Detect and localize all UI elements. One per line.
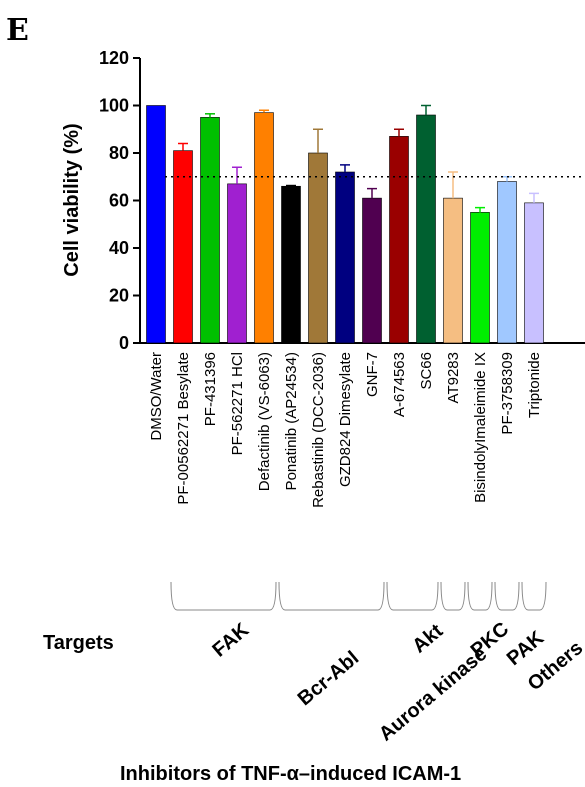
group-bracket (440, 581, 466, 611)
footer-title: Inhibitors of TNF-α–induced ICAM-1 (120, 763, 461, 785)
group-bracket (386, 581, 439, 611)
bar (146, 105, 166, 344)
y-tick-label: 60 (109, 191, 129, 211)
bar (470, 212, 490, 344)
group-label: Bcr-Abl (294, 647, 363, 710)
group-bracket (521, 581, 547, 611)
bar (227, 183, 247, 344)
bar (497, 181, 517, 344)
x-tick-label: GZD824 Dimesylate (337, 352, 354, 487)
bar (443, 197, 463, 344)
x-tick-label: SC66 (418, 352, 435, 390)
group-bracket (467, 581, 493, 611)
y-tick-label: 100 (99, 96, 129, 116)
panel-label: E (6, 13, 29, 48)
bar (335, 171, 355, 344)
x-tick-label: PF-3758309 (499, 352, 516, 435)
y-tick-label: 40 (109, 238, 129, 258)
y-tick-label: 0 (119, 333, 129, 353)
group-brackets (170, 581, 547, 611)
bar (524, 202, 544, 344)
x-tick-label: PF-00562271 Besylate (175, 352, 192, 505)
bar (173, 150, 193, 344)
bar (416, 114, 436, 344)
y-tick-label: 120 (99, 48, 129, 68)
x-tick-label: Ponatinib (AP24534) (283, 352, 300, 490)
x-tick-label: DMSO/Water (148, 352, 165, 441)
group-label: Aurora kinase (375, 643, 491, 746)
bars (146, 105, 544, 344)
x-tick-label: GNF-7 (364, 352, 381, 397)
x-tick-label: Defactinib (VS-6063) (256, 352, 273, 491)
bar (200, 117, 220, 344)
x-tick-label: A-674563 (391, 352, 408, 417)
group-label: FAK (208, 619, 253, 662)
x-tick-labels: DMSO/Water PF-00562271 Besylate PF-431396 P… (148, 352, 543, 508)
x-tick-label: BisindolyImaleimide IX (472, 352, 489, 503)
bar (308, 152, 328, 344)
bar (362, 197, 382, 344)
x-tick-label: AT9283 (445, 352, 462, 403)
group-bracket (278, 581, 385, 611)
bar (389, 136, 409, 344)
y-tick-label: 80 (109, 143, 129, 163)
x-tick-label: Triptonide (526, 352, 543, 418)
x-tick-label: Rebastinib (DCC-2036) (310, 352, 327, 508)
x-tick-label: PF-562271 HCl (229, 352, 246, 455)
group-bracket (494, 581, 520, 611)
bar (254, 112, 274, 344)
y-tick-label: 20 (109, 286, 129, 306)
y-axis-title: Cell viability (%) (61, 123, 83, 276)
bar (281, 185, 301, 344)
group-label: Akt (408, 620, 447, 658)
targets-label: Targets (43, 632, 114, 654)
x-tick-label: PF-431396 (202, 352, 219, 426)
group-bracket (170, 581, 277, 611)
